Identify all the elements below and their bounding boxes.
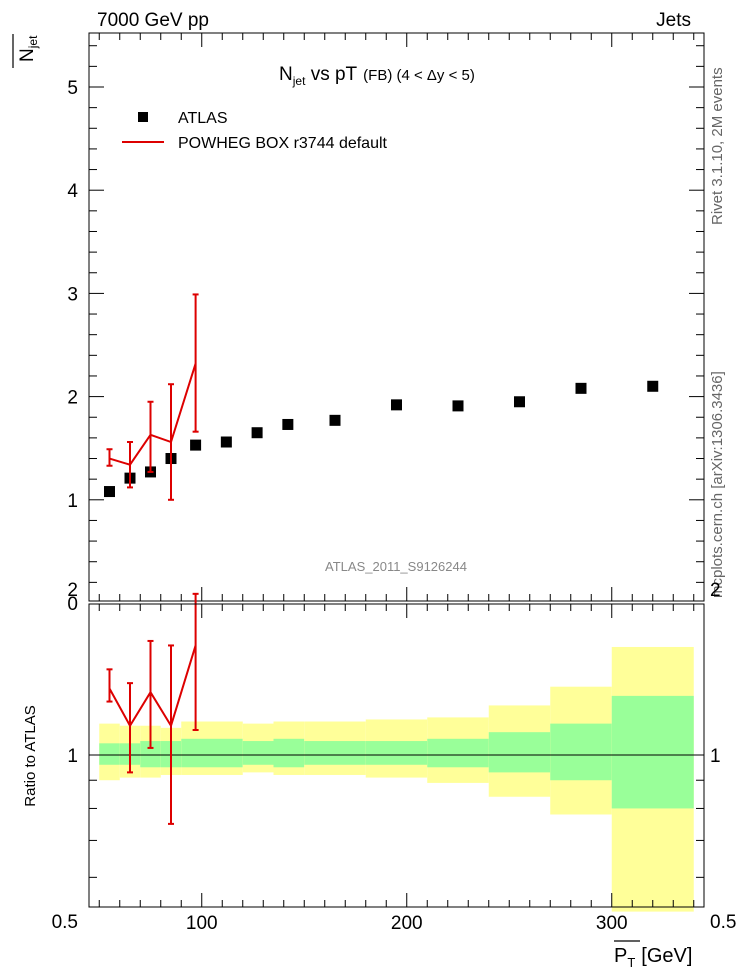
ratio-panel-data (106, 592, 199, 825)
inner-uncertainty-band (611, 695, 694, 809)
x-axis-label: PT [GeV] (614, 940, 692, 970)
atlas-data-point (251, 427, 263, 439)
ratio-y-tick-label-right: 0.5 (710, 912, 736, 933)
inner-uncertainty-band (273, 738, 305, 768)
ratio-uncertainty-bands (99, 646, 694, 912)
atlas-data-point (220, 436, 232, 448)
y-tick-label: 4 (67, 181, 78, 202)
category-label: Jets (656, 10, 691, 31)
atlas-data-point (452, 400, 464, 412)
inner-uncertainty-band (488, 732, 551, 773)
ratio-y-axis-label: Ratio to ATLAS (22, 705, 39, 806)
rivet-version-label: Rivet 3.1.10, 2M events (709, 67, 726, 225)
atlas-data-point (514, 396, 525, 408)
ratio-panel-y-tick-labels: 0.5 0.5 1 1 2 2 (52, 580, 737, 933)
mcplots-label: mcplots.cern.ch [arXiv:1306.3436] (709, 371, 726, 598)
atlas-data-point (104, 486, 115, 498)
inner-uncertainty-band (550, 723, 612, 781)
x-tick-label: 100 (186, 913, 218, 934)
inner-uncertainty-band (140, 741, 161, 768)
y-tick-label: 5 (67, 78, 78, 99)
inner-uncertainty-band (212, 738, 243, 768)
powheg-ratio-line (108, 645, 197, 729)
inner-uncertainty-band (242, 741, 274, 765)
powheg-line (109, 363, 197, 466)
atlas-data-point (190, 439, 202, 451)
plot-title: Njet vs pT (FB) (4 < Δy < 5) (279, 64, 475, 88)
inner-uncertainty-band (304, 741, 366, 765)
atlas-data-point (282, 418, 294, 430)
y-tick-label: 1 (67, 491, 78, 512)
x-tick-labels: 100 200 300 (186, 913, 628, 934)
legend-atlas-marker (138, 112, 148, 122)
main-panel-y-tick-labels: 0 1 2 3 4 5 (67, 78, 78, 615)
analysis-watermark: ATLAS_2011_S9126244 (325, 559, 467, 574)
legend: ATLAS POWHEG BOX r3744 default (122, 110, 388, 152)
main-y-axis-label: Njet (12, 34, 40, 68)
ratio-y-tick-label-right: 2 (710, 580, 721, 601)
x-tick-label: 200 (391, 913, 423, 934)
svg-text:Njet: Njet (17, 35, 40, 62)
atlas-data-point (329, 414, 341, 426)
atlas-data-point (647, 380, 659, 392)
ratio-y-tick-label-left: 0.5 (52, 912, 78, 933)
ratio-y-tick-label-left: 1 (67, 746, 78, 767)
inner-uncertainty-band (427, 738, 489, 768)
inner-uncertainty-band (99, 743, 120, 765)
y-tick-label: 3 (67, 284, 78, 305)
y-tick-label: 0 (67, 594, 78, 615)
main-panel-frame (88, 32, 705, 602)
legend-atlas-label: ATLAS (178, 110, 228, 127)
inner-uncertainty-band (181, 738, 212, 768)
legend-powheg-label: POWHEG BOX r3744 default (178, 135, 388, 152)
atlas-data-point (575, 382, 587, 394)
ratio-y-tick-label-right: 1 (710, 746, 721, 767)
main-panel-data (104, 293, 659, 501)
main-panel-ticks (89, 33, 704, 601)
svg-text:PT[GeV]: PT [GeV] (614, 945, 692, 970)
ratio-y-tick-label-left: 2 (67, 580, 78, 601)
ratio-panel-ticks (89, 604, 704, 907)
y-tick-label: 2 (67, 388, 78, 409)
inner-uncertainty-band (365, 741, 428, 765)
energy-label: 7000 GeV pp (97, 10, 209, 31)
atlas-data-point (391, 399, 402, 411)
x-tick-label: 300 (596, 913, 628, 934)
